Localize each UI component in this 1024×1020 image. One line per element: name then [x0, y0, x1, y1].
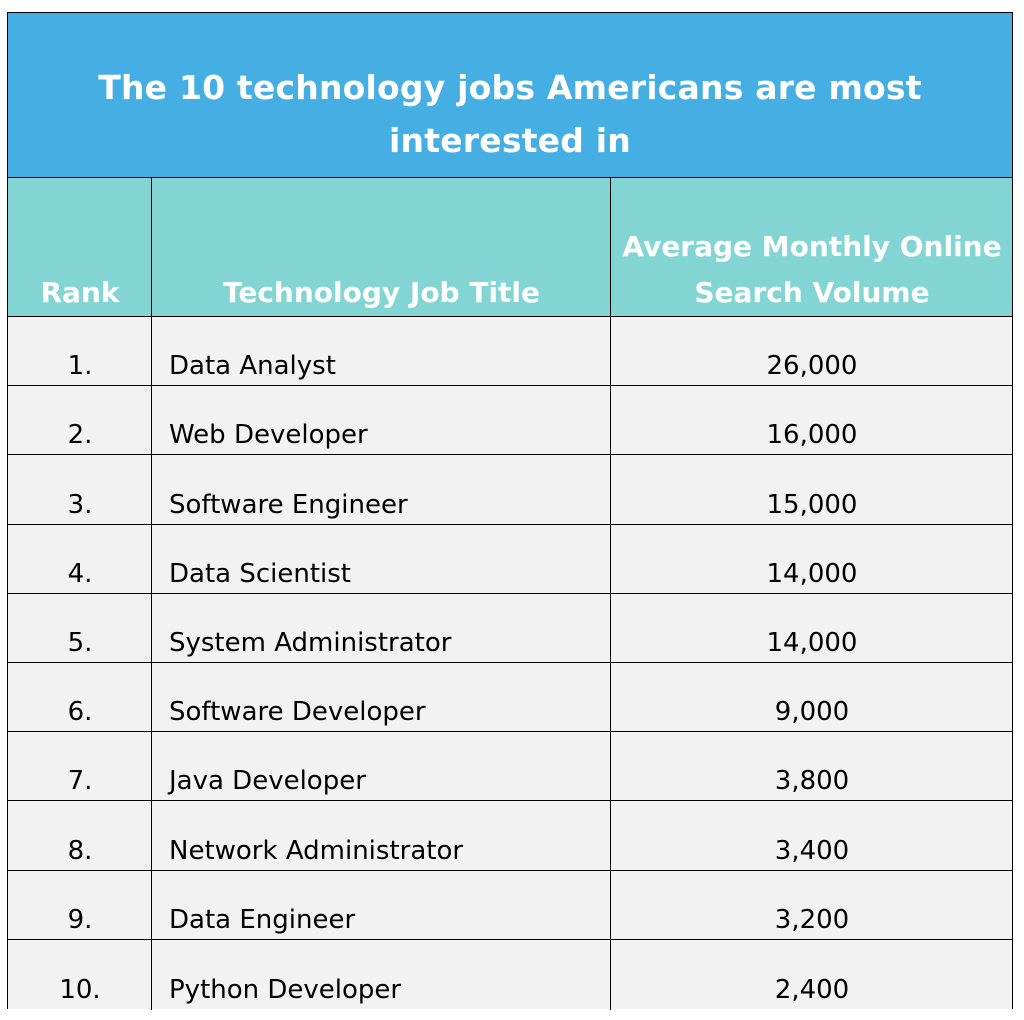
search-volume-cell: 3,800: [774, 766, 850, 797]
header-search-volume: Average Monthly Online Search Volume: [622, 230, 1002, 309]
search-volume-cell: 14,000: [766, 627, 858, 658]
table-row: 5. System Administrator 14,000: [8, 593, 1012, 663]
table-row: 4. Data Scientist 14,000: [8, 524, 1012, 594]
search-volume-cell: 2,400: [774, 974, 850, 1005]
job-title-cell: Web Developer: [169, 420, 368, 451]
header-job-title: Technology Job Title: [222, 276, 541, 309]
table-row: 7. Java Developer 3,800: [8, 732, 1012, 802]
rank-cell: 7.: [67, 766, 93, 797]
job-title-cell: Data Scientist: [169, 558, 351, 589]
rank-cell: 6.: [67, 697, 93, 728]
job-title-cell: Data Engineer: [169, 904, 356, 935]
job-title-cell: Data Analyst: [169, 351, 336, 382]
search-volume-cell: 3,400: [774, 835, 850, 866]
table-row: 10. Python Developer 2,400: [8, 939, 1012, 1009]
job-title-cell: System Administrator: [169, 627, 452, 658]
rank-cell: 1.: [67, 351, 93, 382]
job-title-cell: Network Administrator: [169, 835, 464, 866]
rank-cell: 9.: [67, 904, 93, 935]
table-body: 1. Data Analyst 26,000 2. Web Developer 16,00…: [8, 317, 1012, 1009]
search-volume-cell: 9,000: [774, 697, 850, 728]
job-title-cell: Software Developer: [169, 697, 426, 728]
search-volume-cell: 16,000: [766, 420, 858, 451]
table-row: 9. Data Engineer 3,200: [8, 870, 1012, 940]
table-row: 3. Software Engineer 15,000: [8, 455, 1012, 525]
search-volume-cell: 3,200: [774, 904, 850, 935]
job-title-cell: Java Developer: [169, 766, 366, 797]
header-row: Rank Technology Job Title Average Monthl…: [8, 178, 1012, 317]
header-rank: Rank: [40, 276, 120, 309]
table-row: 2. Web Developer 16,000: [8, 386, 1012, 456]
table-title-bar: The 10 technology jobs Americans are mos…: [8, 13, 1012, 178]
job-title-cell: Python Developer: [169, 974, 402, 1005]
search-volume-cell: 26,000: [766, 351, 858, 382]
table-title: The 10 technology jobs Americans are mos…: [98, 68, 922, 160]
table-row: 1. Data Analyst 26,000: [8, 317, 1012, 387]
search-volume-cell: 14,000: [766, 558, 858, 589]
jobs-table: The 10 technology jobs Americans are mos…: [7, 12, 1013, 1010]
rank-cell: 8.: [67, 835, 93, 866]
column-divider: [150, 178, 152, 1010]
rank-cell: 4.: [67, 558, 93, 589]
search-volume-cell: 15,000: [766, 489, 858, 520]
table-row: 6. Software Developer 9,000: [8, 662, 1012, 733]
job-title-cell: Software Engineer: [169, 489, 408, 520]
rank-cell: 2.: [67, 420, 93, 451]
rank-cell: 3.: [67, 489, 93, 520]
rank-cell: 5.: [67, 627, 93, 658]
rank-cell: 10.: [59, 974, 101, 1005]
table-row: 8. Network Administrator 3,400: [8, 801, 1012, 871]
column-divider: [609, 178, 611, 1010]
